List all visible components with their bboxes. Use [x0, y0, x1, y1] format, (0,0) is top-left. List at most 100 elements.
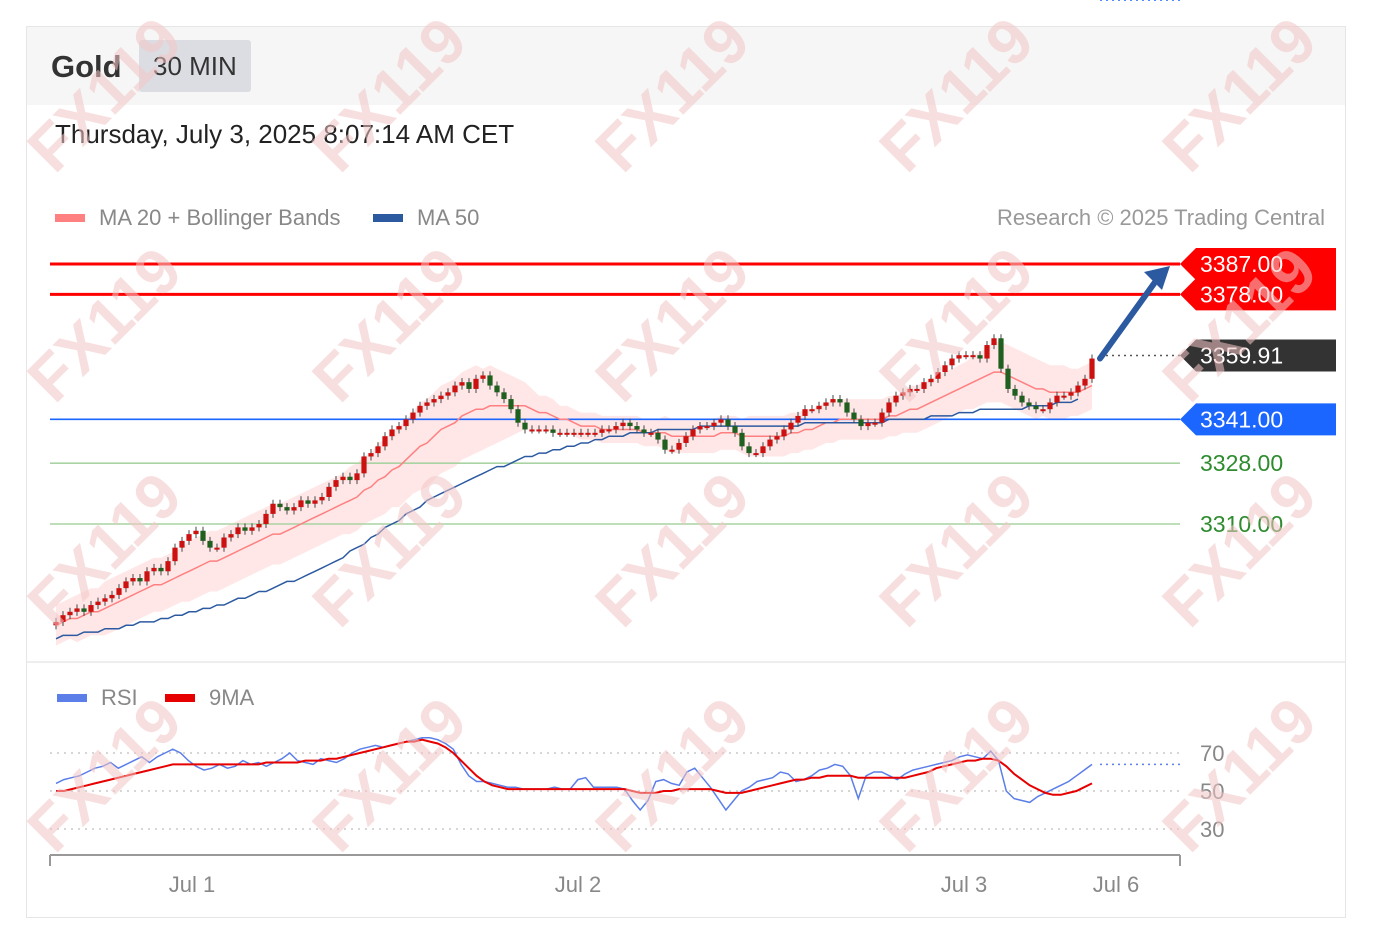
ma20-line	[55, 371, 1093, 626]
price-tag-resistance	[1180, 278, 1336, 311]
candle	[1026, 402, 1032, 406]
candle	[396, 426, 402, 430]
price-label-3328.00: 3328.00	[1200, 450, 1283, 476]
price-label-3378.00: 3378.00	[1200, 281, 1283, 307]
legend-ma50: MA 50	[373, 205, 479, 231]
legend-rsi: RSI	[57, 685, 138, 711]
candle	[186, 534, 192, 541]
candle	[998, 338, 1004, 369]
candle	[193, 530, 199, 535]
candle	[158, 567, 164, 572]
candle	[508, 399, 514, 410]
candle	[102, 598, 108, 602]
candle	[977, 355, 983, 359]
candle	[228, 534, 234, 538]
candle	[669, 449, 675, 452]
research-credit: Research © 2025 Trading Central	[996, 205, 1325, 230]
candle	[858, 419, 864, 427]
candle	[340, 476, 346, 481]
price-label-3310.00: 3310.00	[1200, 511, 1283, 537]
candle	[270, 503, 276, 514]
candle	[970, 355, 976, 358]
candle	[893, 395, 899, 403]
candle	[557, 432, 563, 435]
candle	[249, 527, 255, 531]
candle	[221, 537, 227, 548]
candle	[536, 429, 542, 432]
candle	[753, 453, 759, 456]
candle	[368, 453, 374, 457]
candle	[697, 426, 703, 430]
datetime-label: Thursday, July 3, 2025 8:07:14 AM CET	[55, 119, 515, 149]
candle	[1033, 405, 1039, 410]
candle	[704, 426, 710, 429]
candle	[207, 540, 213, 548]
watermark-text: FX119	[1149, 4, 1331, 186]
ma20-label: MA 20 + Bollinger Bands	[99, 205, 341, 230]
candle	[585, 432, 591, 435]
x-tick-label: Jul 1	[169, 872, 215, 897]
candle	[956, 355, 962, 359]
candle	[823, 402, 829, 406]
candle	[1061, 395, 1067, 398]
candle	[550, 429, 556, 433]
candle	[130, 578, 136, 582]
candle	[263, 513, 269, 524]
candle	[354, 473, 360, 481]
candle	[921, 382, 927, 389]
candle	[851, 412, 857, 420]
rsi-label: RSI	[101, 685, 138, 710]
candle	[333, 480, 339, 487]
candle	[690, 429, 696, 437]
watermark-text: FX119	[299, 4, 481, 186]
candle	[781, 429, 787, 437]
candle	[1005, 368, 1011, 389]
candle	[375, 446, 381, 454]
candle	[347, 476, 353, 481]
candle	[403, 419, 409, 427]
candle	[662, 439, 668, 450]
price-label-3387.00: 3387.00	[1200, 251, 1283, 277]
candle	[235, 527, 241, 535]
candle	[760, 446, 766, 454]
candle	[529, 429, 535, 432]
candle	[711, 422, 717, 427]
watermark-text: FX119	[582, 234, 764, 416]
candle	[942, 365, 948, 373]
candle	[718, 419, 724, 423]
candle	[298, 500, 304, 508]
candle	[949, 358, 955, 366]
candle	[494, 385, 500, 393]
candle	[984, 345, 990, 359]
candle	[501, 392, 507, 400]
candle	[620, 422, 626, 427]
candle	[214, 547, 220, 550]
candle	[438, 395, 444, 400]
candle	[165, 561, 171, 572]
watermark-text: FX119	[14, 234, 196, 416]
candle	[795, 415, 801, 423]
watermark-text: FX119	[1149, 684, 1331, 866]
panel-divider	[27, 661, 1345, 663]
candle	[312, 500, 318, 504]
candle	[522, 422, 528, 430]
candle	[81, 608, 87, 612]
candle	[683, 436, 689, 443]
rsi-line	[55, 737, 1093, 812]
candle	[123, 581, 129, 589]
candle	[1089, 358, 1095, 379]
candle	[634, 426, 640, 430]
candle	[137, 578, 143, 582]
candle	[326, 486, 332, 497]
candle	[641, 429, 647, 433]
candle	[1012, 388, 1018, 396]
candle	[809, 409, 815, 412]
ma9-swatch	[165, 694, 195, 702]
candle	[830, 399, 836, 403]
candle	[410, 412, 416, 420]
price-label-3359.91: 3359.91	[1200, 342, 1283, 368]
candle	[277, 503, 283, 508]
watermark-text: FX119	[582, 459, 764, 641]
candle	[452, 385, 458, 393]
timeframe-badge[interactable]: 30 MIN	[139, 40, 251, 92]
